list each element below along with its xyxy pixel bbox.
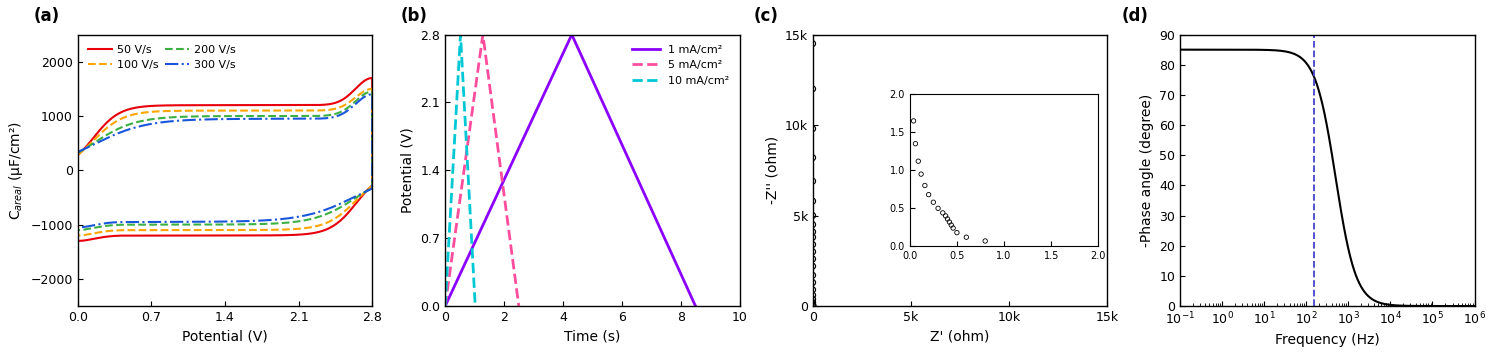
Point — [800, 273, 824, 278]
Y-axis label: -Phase angle (degree): -Phase angle (degree) — [1139, 94, 1154, 247]
100 V/s — [252, 228, 270, 232]
100 V/s — [188, 228, 206, 232]
Y-axis label: Potential (V): Potential (V) — [400, 127, 415, 213]
Text: (c): (c) — [754, 7, 779, 25]
200 V/s — [363, 90, 381, 94]
100 V/s — [308, 108, 325, 113]
5 mA/cm² — [509, 304, 527, 308]
50 V/s — [188, 233, 206, 238]
X-axis label: Potential (V): Potential (V) — [182, 330, 267, 343]
5 mA/cm² — [473, 33, 491, 37]
100 V/s — [199, 228, 216, 232]
X-axis label: Frequency (Hz): Frequency (Hz) — [1275, 333, 1380, 347]
300 V/s — [308, 116, 325, 121]
Text: (d): (d) — [1121, 7, 1148, 25]
Point — [800, 263, 824, 269]
Point — [800, 198, 824, 204]
50 V/s — [308, 103, 325, 107]
Text: (b): (b) — [402, 7, 428, 25]
200 V/s — [308, 114, 325, 118]
10 mA/cm² — [451, 33, 469, 37]
Point — [800, 287, 824, 293]
Point — [800, 302, 824, 307]
Point — [800, 41, 824, 46]
Point — [800, 126, 824, 132]
Point — [800, 292, 824, 298]
Point — [800, 303, 824, 309]
Point — [800, 234, 824, 240]
300 V/s — [188, 219, 206, 224]
50 V/s — [252, 233, 270, 238]
100 V/s — [363, 87, 381, 91]
200 V/s — [188, 222, 206, 227]
1 mA/cm² — [436, 304, 454, 308]
200 V/s — [328, 111, 346, 115]
Point — [800, 256, 824, 262]
Line: 1 mA/cm²: 1 mA/cm² — [445, 35, 696, 306]
100 V/s — [69, 233, 87, 238]
Line: 10 mA/cm²: 10 mA/cm² — [445, 35, 475, 306]
50 V/s — [363, 76, 381, 80]
X-axis label: Z' (ohm): Z' (ohm) — [930, 330, 990, 343]
200 V/s — [69, 151, 87, 155]
300 V/s — [199, 219, 216, 224]
Point — [800, 178, 824, 184]
200 V/s — [69, 228, 87, 232]
200 V/s — [128, 120, 146, 124]
Line: 50 V/s: 50 V/s — [78, 78, 372, 241]
Legend: 1 mA/cm², 5 mA/cm², 10 mA/cm²: 1 mA/cm², 5 mA/cm², 10 mA/cm² — [627, 40, 735, 90]
300 V/s — [69, 225, 87, 229]
50 V/s — [69, 153, 87, 157]
100 V/s — [69, 153, 87, 157]
Point — [800, 296, 824, 302]
300 V/s — [252, 218, 270, 223]
Point — [800, 86, 824, 92]
Line: 5 mA/cm²: 5 mA/cm² — [445, 35, 518, 306]
50 V/s — [328, 100, 346, 104]
200 V/s — [252, 222, 270, 226]
Point — [800, 222, 824, 227]
Y-axis label: C$_{areal}$ (μF/cm²): C$_{areal}$ (μF/cm²) — [7, 121, 25, 220]
X-axis label: Time (s): Time (s) — [564, 330, 621, 343]
10 mA/cm² — [466, 304, 484, 308]
Point — [800, 242, 824, 247]
100 V/s — [128, 112, 146, 116]
50 V/s — [69, 239, 87, 243]
300 V/s — [69, 150, 87, 154]
Point — [800, 280, 824, 285]
Y-axis label: -Z'' (ohm): -Z'' (ohm) — [764, 136, 779, 204]
50 V/s — [199, 233, 216, 238]
Text: (a): (a) — [33, 7, 60, 25]
10 mA/cm² — [436, 304, 454, 308]
Line: 100 V/s: 100 V/s — [78, 89, 372, 235]
5 mA/cm² — [436, 304, 454, 308]
100 V/s — [328, 106, 346, 110]
Point — [800, 299, 824, 305]
Point — [800, 303, 824, 308]
50 V/s — [128, 105, 146, 109]
300 V/s — [128, 125, 146, 129]
200 V/s — [199, 222, 216, 227]
Line: 200 V/s: 200 V/s — [78, 92, 372, 230]
Point — [800, 229, 824, 235]
300 V/s — [328, 114, 346, 118]
1 mA/cm² — [687, 304, 705, 308]
Legend: 50 V/s, 100 V/s, 200 V/s, 300 V/s: 50 V/s, 100 V/s, 200 V/s, 300 V/s — [84, 40, 240, 75]
Point — [800, 155, 824, 160]
Point — [800, 213, 824, 218]
Line: 300 V/s: 300 V/s — [78, 94, 372, 227]
1 mA/cm² — [563, 33, 581, 37]
Point — [800, 249, 824, 255]
300 V/s — [363, 92, 381, 96]
